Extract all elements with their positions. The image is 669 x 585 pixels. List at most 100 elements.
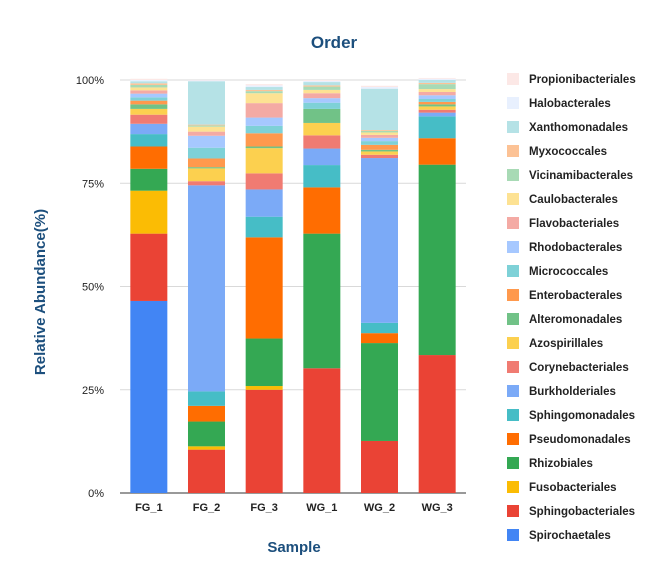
bar-segment: [303, 368, 341, 493]
bar-segment: [130, 87, 168, 91]
chart-title: Order: [311, 33, 358, 52]
bar-segment: [188, 421, 225, 447]
legend-swatch: [507, 145, 519, 157]
bar-segment: [245, 189, 283, 217]
legend-label: Xanthomonadales: [529, 122, 628, 134]
bar-segment: [303, 135, 341, 149]
bar-segment: [188, 80, 225, 82]
legend-swatch: [507, 217, 519, 229]
bar-segment: [245, 148, 283, 174]
bar-segment: [188, 449, 225, 493]
bar-segment: [418, 164, 456, 356]
x-tick-label: WG_3: [422, 502, 453, 514]
bar-segment: [130, 300, 168, 493]
legend-swatch: [507, 313, 519, 325]
x-tick-label: WG_1: [306, 502, 337, 514]
bar-segment: [130, 90, 168, 94]
bar-segment: [418, 91, 456, 96]
bar-segment: [418, 89, 456, 92]
bar-segment: [130, 190, 168, 234]
bar-segment: [245, 84, 283, 86]
bar-segment: [188, 167, 225, 169]
legend-label: Azospirillales: [529, 338, 603, 350]
bar-segment: [361, 333, 398, 344]
bar-segment: [245, 125, 283, 134]
bar-segment: [303, 93, 341, 99]
bar-segment: [303, 187, 341, 234]
bar-segment: [418, 106, 456, 110]
bar-segment: [361, 134, 398, 138]
bar-segment: [418, 80, 456, 83]
x-axis-title: Sample: [267, 539, 320, 556]
x-axis-ticks: FG_1 FG_2 FG_3 WG_1 WG_2 WG_3: [135, 502, 453, 514]
bar-segment: [245, 146, 283, 149]
bar-segment: [303, 102, 341, 109]
bar-segment: [245, 103, 283, 118]
y-tick-label: 0%: [88, 488, 104, 500]
legend-label: Sphingobacteriales: [529, 506, 635, 518]
bar-segment: [188, 124, 225, 126]
bar-segment: [303, 108, 341, 123]
bar-segment: [130, 100, 168, 105]
bar-segment: [361, 149, 398, 152]
legend-label: Sphingomonadales: [529, 410, 635, 422]
bar-segment: [361, 88, 398, 130]
bar-segment: [245, 117, 283, 126]
legend-label: Pseudomonadales: [529, 434, 631, 446]
legend-swatch: [507, 241, 519, 253]
bar-segment: [188, 405, 225, 422]
bar-segment: [188, 135, 225, 148]
legend-swatch: [507, 409, 519, 421]
bar-segment: [130, 81, 168, 84]
legend-swatch: [507, 193, 519, 205]
gridlines: [120, 79, 466, 494]
bar-segment: [188, 181, 225, 186]
y-tick-label: 50%: [82, 282, 104, 294]
legend-swatch: [507, 505, 519, 517]
bar-segment: [418, 95, 456, 99]
bar-segment: [245, 133, 283, 147]
bar-segment: [303, 89, 341, 94]
legend-label: Rhizobiales: [529, 458, 593, 470]
legend-label: Burkholderiales: [529, 386, 616, 398]
x-tick-label: WG_2: [364, 502, 395, 514]
y-tick-label: 100%: [76, 75, 104, 87]
legend-label: Enterobacterales: [529, 290, 622, 302]
legend-swatch: [507, 97, 519, 109]
legend-swatch: [507, 289, 519, 301]
bar-segment: [303, 85, 341, 87]
bar-segment: [130, 168, 168, 191]
bar-segment: [188, 81, 225, 125]
bar-segment: [303, 80, 341, 83]
bar-segment: [130, 146, 168, 169]
bar-segment: [245, 386, 283, 390]
bar-segment: [188, 158, 225, 168]
bars: [130, 77, 456, 493]
bar-segment: [130, 84, 168, 88]
y-axis-title: Relative Abundance(%): [32, 209, 49, 375]
legend-swatch: [507, 73, 519, 85]
bar-segment: [418, 101, 456, 105]
x-tick-label: FG_3: [250, 502, 278, 514]
bar-segment: [130, 80, 168, 82]
bar-segment: [130, 114, 168, 124]
legend-swatch: [507, 457, 519, 469]
bar-segment: [188, 126, 225, 132]
legend-label: Halobacterales: [529, 98, 611, 110]
bar-segment: [130, 108, 168, 115]
legend-swatch: [507, 361, 519, 373]
bar-segment: [361, 137, 398, 142]
legend: Propionibacteriales Halobacterales Xanthom…: [507, 73, 636, 542]
bar-segment: [361, 141, 398, 145]
bar-segment: [130, 123, 168, 135]
legend-swatch: [507, 265, 519, 277]
legend-label: Alteromonadales: [529, 314, 622, 326]
bar-segment: [245, 338, 283, 387]
bar-segment: [130, 104, 168, 109]
x-tick-label: FG_1: [135, 502, 163, 514]
legend-label: Myxococcales: [529, 146, 607, 158]
bar-segment: [361, 151, 398, 155]
legend-swatch: [507, 337, 519, 349]
bar-segment: [361, 129, 398, 131]
